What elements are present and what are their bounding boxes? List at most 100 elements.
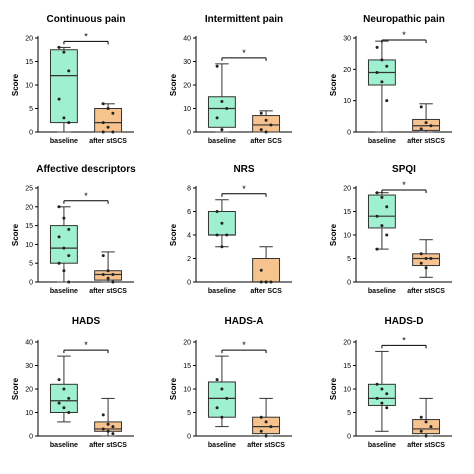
box-baseline [49,355,78,423]
data-point [67,227,71,231]
x-category-label: after stSCS [407,138,445,145]
data-point [385,205,389,209]
box-baseline [49,205,78,284]
box-rect [367,383,396,406]
x-category-label: baseline [368,138,396,145]
data-point [106,422,110,426]
data-point [269,123,273,127]
box-after [94,397,123,437]
data-point [429,425,433,429]
significance-star: * [242,184,246,194]
data-point [380,401,384,405]
y-tick-label: 10 [25,83,33,90]
y-tick-label: 5 [29,106,33,113]
y-axis-label: Score [11,223,20,246]
data-point [67,396,71,400]
data-point [385,233,389,237]
data-point [67,411,71,414]
data-point [264,280,268,284]
panel-6: SPQI 0 5 10 15 20 Score baseline after stSCS * [329,164,452,295]
box-after [252,246,281,284]
data-point [101,121,105,125]
data-point [67,280,71,284]
x-category-label: baseline [368,288,396,295]
data-point [419,261,423,265]
data-point [380,224,384,228]
data-point [419,105,423,109]
data-point [385,406,389,410]
panel-7: HADS 0 10 20 30 40 Score baseline after stSCS * [11,316,134,449]
panel-1: Continuous pain 0 5 10 15 20 Score baseline afte… [11,14,134,145]
data-point [264,130,268,134]
data-point [375,247,379,251]
data-point [62,387,66,391]
y-tick-label: 5 [29,261,33,268]
data-point [67,69,71,73]
data-point [225,107,229,110]
x-category-label: baseline [50,288,78,295]
data-point [67,254,71,258]
box-after [94,102,123,134]
data-point [106,269,110,273]
box-after [94,251,123,284]
y-tick-label: 30 [343,36,351,43]
significance-star: * [84,340,88,350]
y-tick-label: 10 [343,387,351,394]
y-tick-label: 0 [187,280,191,287]
box-baseline [207,199,236,249]
data-point [375,45,379,49]
data-point [385,64,389,68]
significance-star: * [242,48,246,58]
data-point [429,124,433,128]
data-point [375,70,379,74]
y-tick-label: 40 [25,340,33,347]
data-point [101,427,105,431]
y-tick-label: 15 [343,363,351,370]
box-baseline [207,63,236,133]
data-point [57,45,61,49]
y-tick-label: 10 [25,410,33,417]
significance-star: * [84,31,88,41]
data-point [57,97,61,101]
data-point [111,130,115,134]
data-point [225,233,229,237]
data-point [101,130,105,134]
data-point [259,415,263,419]
data-point [101,272,105,276]
data-point [215,64,219,68]
box-baseline [367,40,396,133]
x-category-label: baseline [50,138,78,145]
data-point [424,420,428,424]
y-tick-label: 20 [183,83,191,90]
data-point [375,191,379,195]
panel-2: Intermittent pain 0 10 20 30 40 Score baseline a… [169,14,292,145]
y-tick-label: 20 [25,204,33,211]
y-tick-label: 20 [343,340,351,347]
significance-star: * [402,180,406,190]
box-rect [49,49,78,124]
y-tick-label: 0 [347,130,351,137]
data-point [375,214,379,218]
panel-title: HADS-A [225,316,264,327]
y-tick-label: 6 [187,209,191,216]
data-point [424,434,428,438]
y-tick-label: 40 [183,36,191,43]
panel-5: NRS 0 2 4 6 8 Score baseline after SCS * [169,164,292,295]
data-point [385,99,389,103]
data-point [62,50,66,54]
data-point [429,257,433,260]
significance-star: * [242,340,246,350]
panel-title: NRS [233,164,254,175]
data-point [259,128,263,132]
x-category-label: after stSCS [89,138,127,145]
box-rect [252,416,281,435]
data-point [220,387,224,391]
data-point [220,415,224,419]
y-tick-label: 20 [183,340,191,347]
panel-3: Neuropathic pain 0 10 20 30 Score baseline afte… [329,14,452,145]
x-category-label: baseline [208,442,236,449]
box-rect [412,419,441,435]
significance-star: * [402,335,406,345]
y-tick-label: 0 [29,280,33,287]
